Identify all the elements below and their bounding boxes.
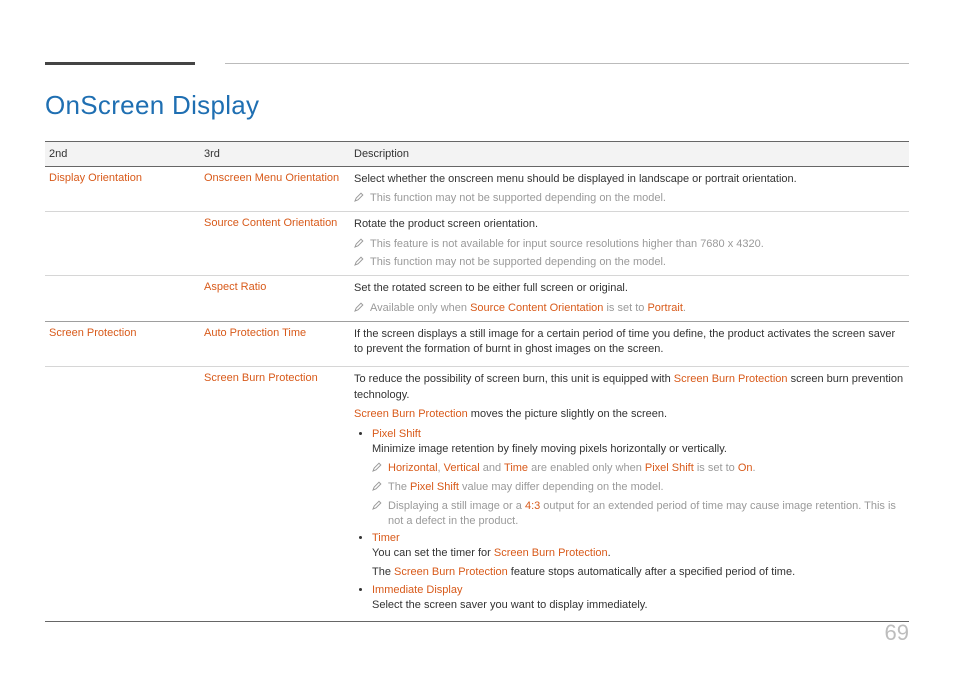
note-icon (372, 500, 382, 529)
t: . (683, 302, 686, 314)
note: Available only when Source Content Orien… (354, 301, 905, 316)
note: Displaying a still image or a 4:3 output… (372, 499, 905, 529)
desc-text: Set the rotated screen to be either full… (354, 281, 905, 296)
table-row: Screen Burn Protection To reduce the pos… (45, 367, 909, 621)
note-icon (372, 462, 382, 476)
desc-text: Rotate the product screen orientation. (354, 217, 905, 232)
term: Horizontal (388, 462, 438, 474)
note-text: Horizontal, Vertical and Time are enable… (388, 461, 756, 476)
note: This function may not be supported depen… (354, 191, 905, 206)
note-icon (372, 481, 382, 495)
cell-2nd (45, 367, 200, 621)
t: and (480, 462, 504, 474)
bullet-title: Pixel Shift (372, 428, 421, 440)
note: The Pixel Shift value may differ dependi… (372, 480, 905, 495)
note-text: Displaying a still image or a 4:3 output… (388, 499, 905, 529)
col-header-2nd: 2nd (45, 142, 200, 167)
bullet-list: Pixel Shift Minimize image retention by … (354, 427, 905, 614)
header-divider (225, 63, 909, 64)
settings-table: 2nd 3rd Description Display Orientation … (45, 141, 909, 622)
cell-2nd: Screen Protection (45, 321, 200, 367)
cell-3rd: Screen Burn Protection (200, 367, 350, 621)
note-text: This function may not be supported depen… (370, 255, 666, 270)
term: On (738, 462, 753, 474)
note-text: This feature is not available for input … (370, 237, 764, 252)
t: To reduce the possibility of screen burn… (354, 373, 674, 385)
table-row: Aspect Ratio Set the rotated screen to b… (45, 276, 909, 321)
col-header-3rd: 3rd (200, 142, 350, 167)
note-icon (354, 256, 364, 270)
term: Screen Burn Protection (354, 408, 468, 420)
cell-3rd: Onscreen Menu Orientation (200, 167, 350, 212)
t: is set to (603, 302, 647, 314)
bullet-sub: Minimize image retention by finely movin… (372, 442, 905, 457)
list-item: Pixel Shift Minimize image retention by … (372, 427, 905, 529)
t: moves the picture slightly on the screen… (468, 408, 667, 420)
desc-text: If the screen displays a still image for… (354, 327, 905, 358)
cell-desc: Rotate the product screen orientation. T… (350, 212, 909, 276)
header-accent-bar (45, 62, 195, 65)
t: You can set the timer for (372, 547, 494, 559)
desc-text: To reduce the possibility of screen burn… (354, 372, 905, 403)
term: Screen Burn Protection (494, 547, 608, 559)
cell-2nd (45, 276, 200, 321)
cell-3rd: Source Content Orientation (200, 212, 350, 276)
note-icon (354, 302, 364, 316)
cell-desc: Select whether the onscreen menu should … (350, 167, 909, 212)
col-header-desc: Description (350, 142, 909, 167)
t: Displaying a still image or a (388, 500, 525, 512)
term: Source Content Orientation (470, 302, 603, 314)
table-row: Source Content Orientation Rotate the pr… (45, 212, 909, 276)
t: . (753, 462, 756, 474)
list-item: Timer You can set the timer for Screen B… (372, 531, 905, 581)
cell-2nd: Display Orientation (45, 167, 200, 212)
cell-2nd (45, 212, 200, 276)
term: Pixel Shift (645, 462, 694, 474)
t: . (608, 547, 611, 559)
note-text: The Pixel Shift value may differ dependi… (388, 480, 664, 495)
cell-3rd: Aspect Ratio (200, 276, 350, 321)
bullet-sub: You can set the timer for Screen Burn Pr… (372, 546, 905, 561)
term: Pixel Shift (410, 481, 459, 493)
t: Available only when (370, 302, 470, 314)
table-header-row: 2nd 3rd Description (45, 142, 909, 167)
t: feature stops automatically after a spec… (508, 566, 795, 578)
desc-text: Select whether the onscreen menu should … (354, 172, 905, 187)
term: Portrait (647, 302, 682, 314)
note-icon (354, 238, 364, 252)
term: 4:3 (525, 500, 540, 512)
note: This function may not be supported depen… (354, 255, 905, 270)
note: This feature is not available for input … (354, 237, 905, 252)
t: The (372, 566, 394, 578)
table-row: Screen Protection Auto Protection Time I… (45, 321, 909, 367)
note-text: This function may not be supported depen… (370, 191, 666, 206)
list-item: Immediate Display Select the screen save… (372, 583, 905, 614)
page-number: 69 (885, 620, 909, 646)
cell-desc: Set the rotated screen to be either full… (350, 276, 909, 321)
t: is set to (694, 462, 738, 474)
page-title: OnScreen Display (45, 90, 909, 121)
desc-text: Screen Burn Protection moves the picture… (354, 407, 905, 422)
t: The (388, 481, 410, 493)
term: Screen Burn Protection (674, 373, 788, 385)
t: value may differ depending on the model. (459, 481, 664, 493)
desc-text: The Screen Burn Protection feature stops… (372, 565, 905, 580)
note-text: Available only when Source Content Orien… (370, 301, 686, 316)
t: are enabled only when (528, 462, 645, 474)
bullet-sub: Select the screen saver you want to disp… (372, 598, 905, 613)
bullet-title: Timer (372, 532, 400, 544)
term: Time (504, 462, 528, 474)
note: Horizontal, Vertical and Time are enable… (372, 461, 905, 476)
note-icon (354, 192, 364, 206)
term: Screen Burn Protection (394, 566, 508, 578)
bullet-title: Immediate Display (372, 584, 462, 596)
table-row: Display Orientation Onscreen Menu Orient… (45, 167, 909, 212)
cell-desc: To reduce the possibility of screen burn… (350, 367, 909, 621)
cell-3rd: Auto Protection Time (200, 321, 350, 367)
term: Vertical (444, 462, 480, 474)
cell-desc: If the screen displays a still image for… (350, 321, 909, 367)
